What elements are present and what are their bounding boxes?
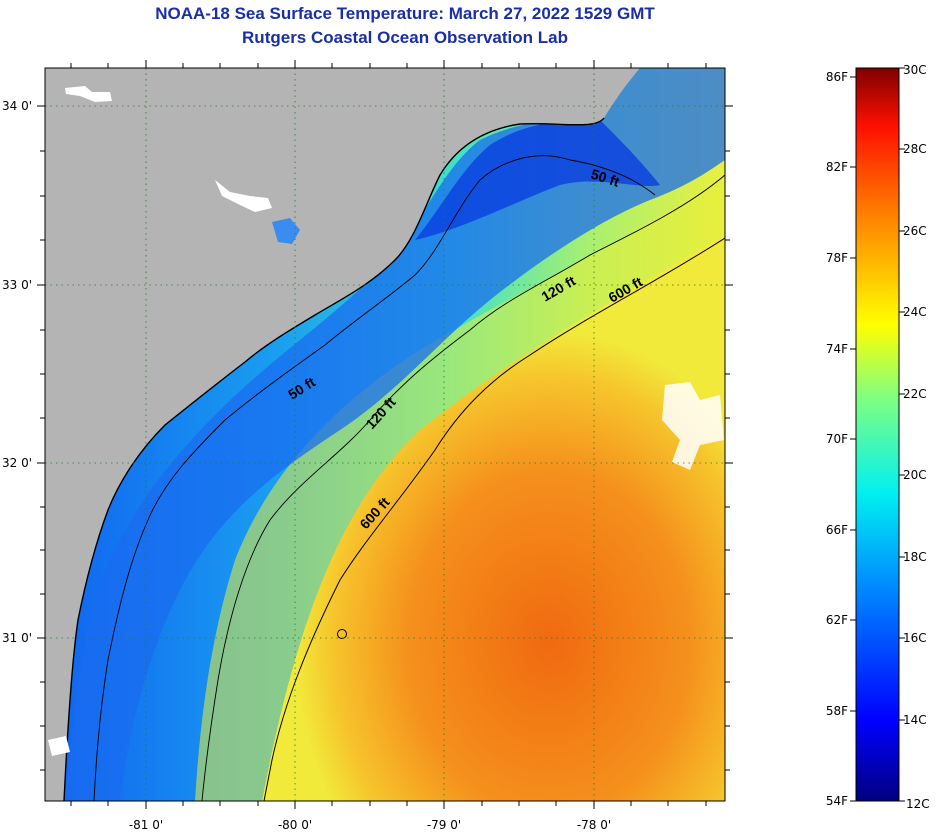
coastline [63,117,605,801]
colorbar-ticks [850,67,905,802]
colorbar-c-12: 12C [906,797,930,811]
map-frame [44,67,726,802]
land-mass [45,68,640,801]
coldest-water-patch [415,119,660,240]
transition-band [195,175,725,801]
colorbar-f-70: 70F [826,432,848,446]
lon-label-79: -79 0' [427,818,461,832]
contour-120ft [201,174,725,801]
map-subtitle: Rutgers Coastal Ocean Observation Lab [242,28,568,47]
colorbar-c-20: 20C [903,468,927,482]
colorbar-c-28: 28C [903,142,927,156]
temperature-colorbar [855,67,900,802]
warm-water-region [262,235,725,801]
colorbar-f-82: 82F [826,160,848,174]
cold-shelf-water [65,68,725,801]
contour-600ft-eddy [337,629,347,639]
colorbar-f-54: 54F [826,794,848,808]
lat-label-32: 32 0' [2,456,32,470]
contour-50ft [93,155,656,801]
lat-label-34: 34 0' [2,99,32,113]
colorbar-c-14: 14C [903,713,927,727]
colorbar-c-22: 22C [903,387,927,401]
map-title: NOAA-18 Sea Surface Temperature: March 2… [155,4,655,23]
colorbar-f-62: 62F [826,613,848,627]
contour-600ft [263,237,725,801]
colorbar-f-86: 86F [826,70,848,84]
lon-label-80: -80 0' [278,818,312,832]
colorbar-f-78: 78F [826,251,848,265]
colorbar-c-18: 18C [903,550,927,564]
colorbar-c-30: 30C [903,63,927,77]
colorbar-c-26: 26C [903,224,927,238]
lon-label-81: -81 0' [129,818,163,832]
lat-label-33: 33 0' [2,278,32,292]
axis-ticks [37,60,733,809]
colorbar-f-66: 66F [826,523,848,537]
cloud-patches [48,86,724,756]
graticule [45,68,725,801]
lon-label-78: -78 0' [577,818,611,832]
colorbar-c-16: 16C [903,631,927,645]
colorbar-c-24: 24C [903,305,927,319]
lat-label-31: 31 0' [2,631,32,645]
colorbar-f-58: 58F [826,704,848,718]
colorbar-f-74: 74F [826,342,848,356]
